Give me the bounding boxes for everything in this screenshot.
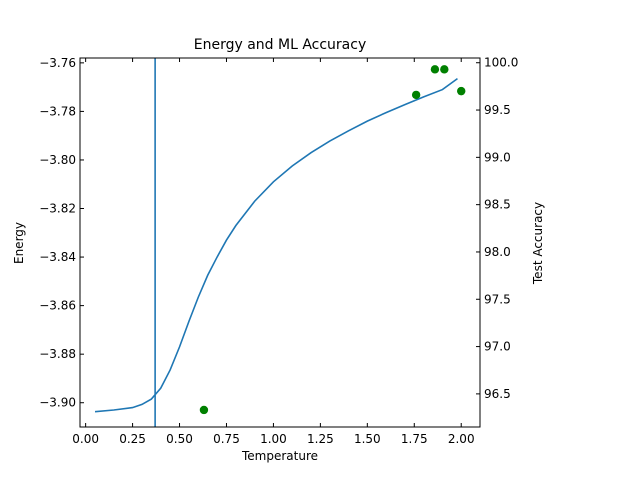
scatter-point-1 xyxy=(411,90,421,100)
scatter-point-4 xyxy=(457,86,466,96)
y-tick-label-2: −3.80 xyxy=(39,153,76,167)
y-tick-label-3: −3.82 xyxy=(39,202,76,216)
x-tick-label-5: 1.25 xyxy=(307,432,334,446)
x-axis-label: Temperature xyxy=(241,449,318,463)
y2-tick-label-7: 96.5 xyxy=(484,387,511,401)
x-tick-label-3: 0.75 xyxy=(213,432,240,446)
y2-tick-label-5: 97.5 xyxy=(484,292,511,306)
y-tick-label-1: −3.78 xyxy=(39,104,76,118)
y2-tick-label-1: 99.5 xyxy=(484,103,511,117)
scatter-point-0 xyxy=(199,405,209,415)
y2-tick-label-0: 100.0 xyxy=(484,56,518,70)
x-tick-label-7: 1.75 xyxy=(401,432,428,446)
x-tick-label-6: 1.50 xyxy=(354,432,381,446)
y2-tick-label-2: 99.0 xyxy=(484,150,511,164)
y-tick-label-7: −3.90 xyxy=(39,396,76,410)
plot-frame xyxy=(79,57,481,428)
x-tick-label-1: 0.25 xyxy=(119,432,146,446)
chart-title: Energy and ML Accuracy xyxy=(194,37,367,53)
y-axis-label: Energy xyxy=(12,222,26,264)
scatter-point-2 xyxy=(430,65,440,74)
plot-area: 0.00 0.25 0.50 0.75 1.00 1.25 1.50 1.75 2.00 −3.7… xyxy=(39,56,518,446)
y2-tick-label-6: 97.0 xyxy=(484,340,511,354)
y-tick-label-0: −3.76 xyxy=(39,56,76,70)
series-line-0 xyxy=(94,77,458,413)
scatter-point-3 xyxy=(440,65,449,74)
y2-tick-label-3: 98.5 xyxy=(484,198,511,212)
x-tick-label-8: 2.00 xyxy=(448,432,475,446)
y-tick-label-6: −3.88 xyxy=(39,347,76,361)
y2-axis-label: Test Accuracy xyxy=(531,202,545,285)
x-tick-label-4: 1.00 xyxy=(260,432,287,446)
y-tick-label-4: −3.84 xyxy=(39,250,76,264)
y-tick-label-5: −3.86 xyxy=(39,299,76,313)
x-tick-label-2: 0.50 xyxy=(166,432,193,446)
y2-tick-label-4: 98.0 xyxy=(484,245,511,259)
x-tick-label-0: 0.00 xyxy=(72,432,99,446)
